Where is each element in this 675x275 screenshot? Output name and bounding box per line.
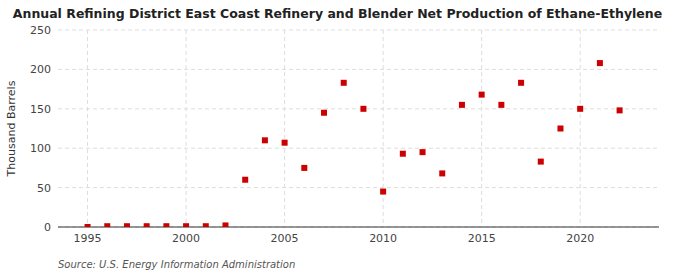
- point: [498, 102, 504, 108]
- point: [459, 102, 465, 108]
- y-tick-label: 200: [30, 63, 51, 76]
- point: [203, 223, 209, 227]
- point: [242, 177, 248, 183]
- point: [400, 151, 406, 157]
- grid-line-x: [87, 30, 88, 227]
- grid: [58, 30, 659, 227]
- y-tick-label: 50: [37, 182, 51, 195]
- axes: 1995 2000 2005 2010 2015 2020 0 50 100 150 200 250: [30, 24, 594, 245]
- point: [282, 140, 288, 146]
- x-tick-label: 2015: [468, 232, 496, 245]
- points: [85, 60, 623, 227]
- point: [104, 223, 110, 227]
- grid-line-y: [58, 187, 659, 188]
- grid-line-y: [58, 30, 659, 31]
- chart: 1995 2000 2005 2010 2015 2020 0 50 100 150 200 250 T…: [0, 0, 675, 275]
- point: [341, 80, 347, 86]
- grid-line-x: [580, 30, 581, 227]
- point: [617, 107, 623, 113]
- grid-line-x: [186, 30, 187, 227]
- point: [301, 165, 307, 171]
- y-tick-label: 150: [30, 103, 51, 116]
- title: Annual Refining District East Coast Refi…: [13, 6, 662, 21]
- point: [577, 106, 583, 112]
- grid-line-y: [58, 148, 659, 149]
- point: [85, 224, 91, 227]
- point: [518, 80, 524, 86]
- point: [183, 223, 189, 227]
- point: [262, 137, 268, 143]
- y-axis-label: Thousand Barrels: [5, 80, 18, 177]
- y-tick-label: 0: [44, 221, 51, 234]
- x-tick-label: 2010: [369, 232, 397, 245]
- x-tick-label: 1995: [74, 232, 102, 245]
- point: [163, 223, 169, 227]
- point: [557, 126, 563, 132]
- grid-line-x: [481, 30, 482, 227]
- point: [321, 110, 327, 116]
- x-tick-label: 2000: [172, 232, 200, 245]
- point: [380, 189, 386, 195]
- y-tick-label: 100: [30, 142, 51, 155]
- point: [222, 222, 228, 227]
- point: [597, 60, 603, 66]
- point: [144, 223, 150, 227]
- grid-line-x: [383, 30, 384, 227]
- x-tick-label: 2005: [271, 232, 299, 245]
- point: [420, 149, 426, 155]
- point: [124, 223, 130, 227]
- point: [360, 106, 366, 112]
- source-note: Source: U.S. Energy Information Administ…: [58, 259, 295, 270]
- point: [538, 159, 544, 165]
- grid-line-y: [58, 69, 659, 70]
- x-tick-label: 2020: [566, 232, 594, 245]
- y-tick-label: 250: [30, 24, 51, 37]
- point: [439, 170, 445, 176]
- grid-line-x: [284, 30, 285, 227]
- point: [479, 92, 485, 98]
- grid-line-y: [58, 108, 659, 109]
